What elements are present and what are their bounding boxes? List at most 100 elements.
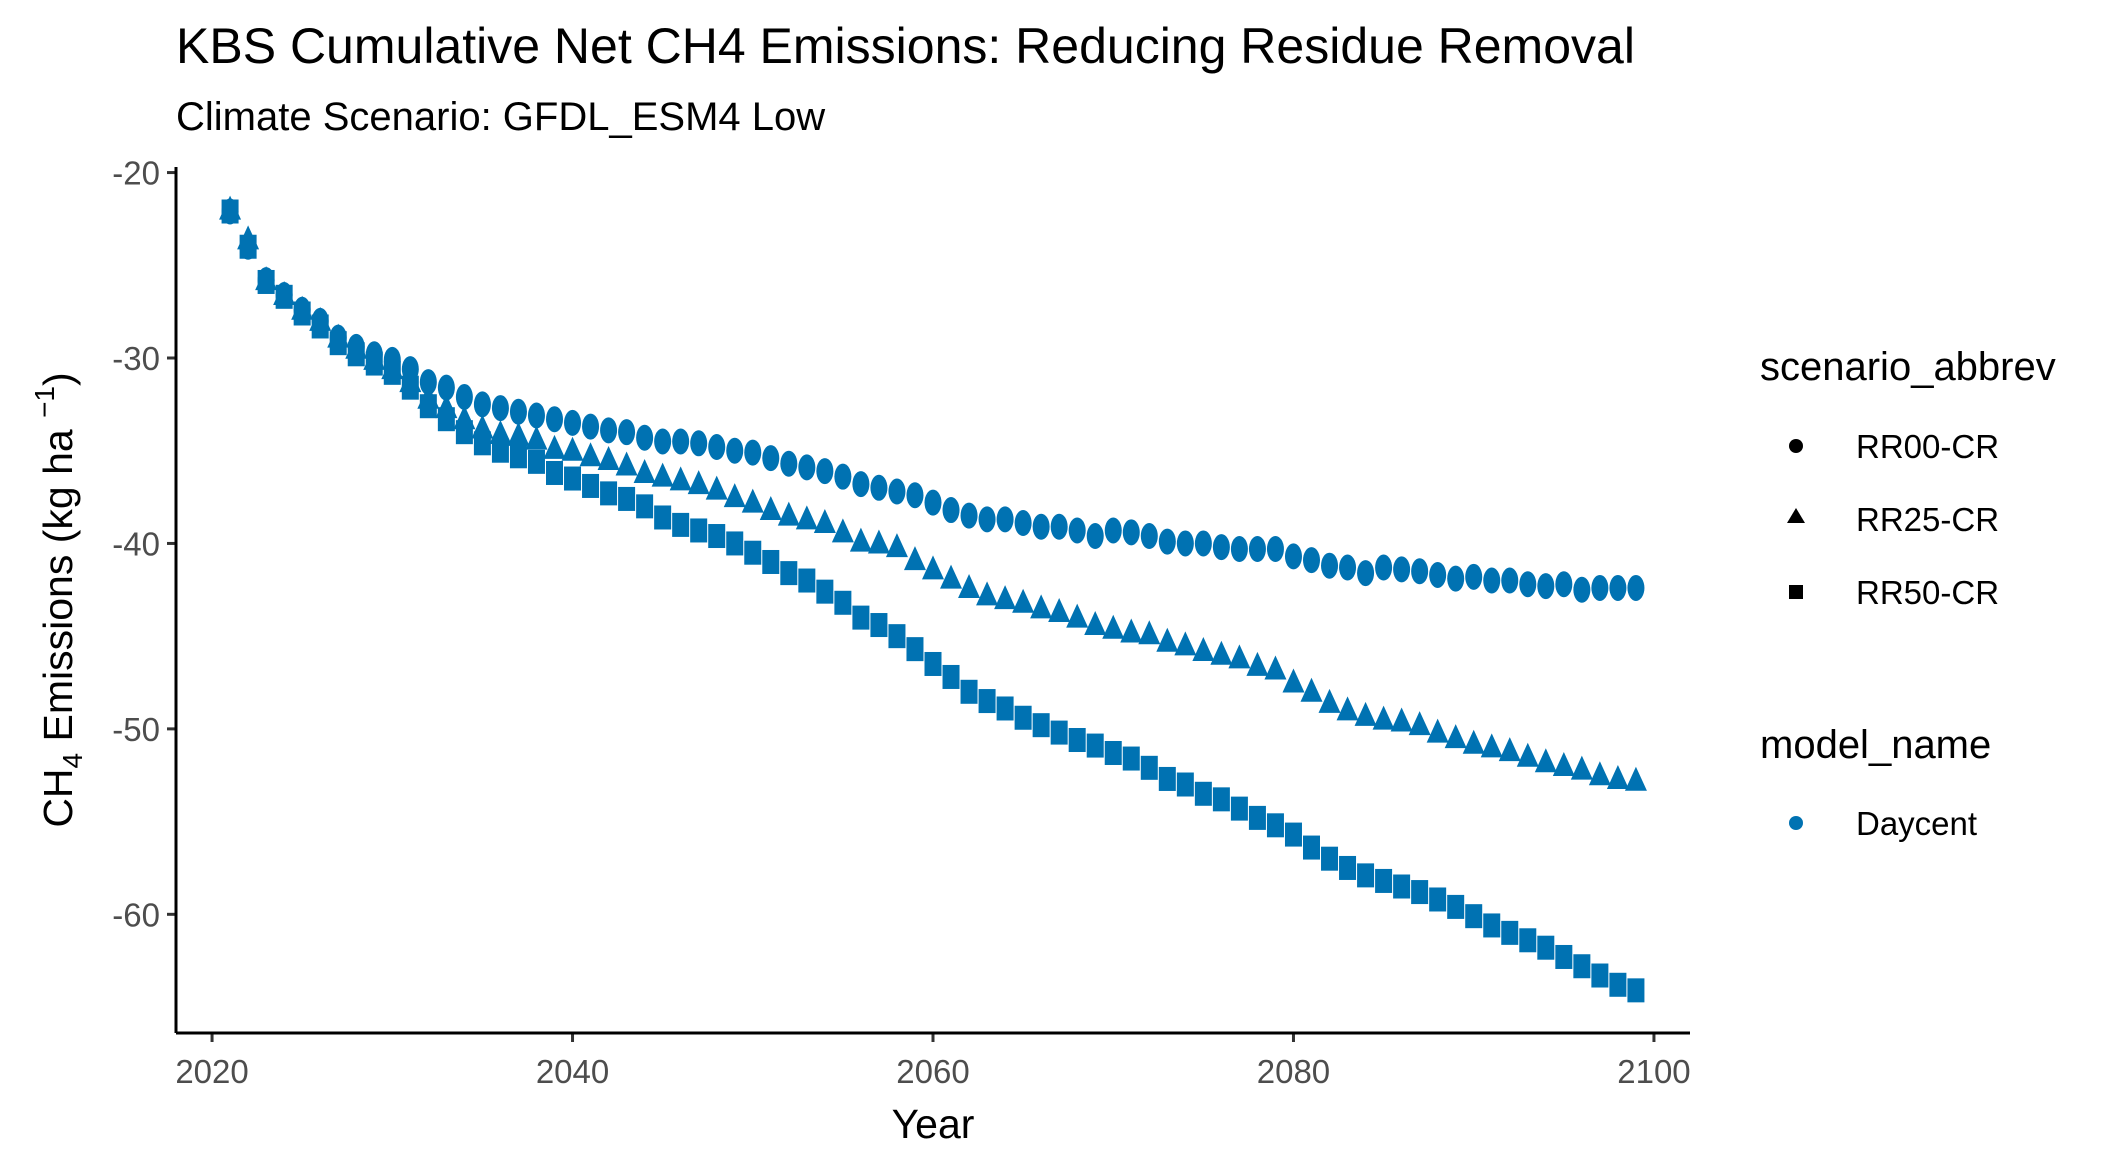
legend-label-rr25: RR25-CR [1856, 501, 1999, 538]
point-rr50-cr [1266, 813, 1284, 838]
point-rr50-cr [1321, 846, 1339, 871]
x-tick-label: 2080 [1257, 1053, 1330, 1090]
point-rr25-cr [1534, 748, 1557, 773]
legend-title-shape: scenario_abbrev [1760, 345, 2056, 389]
point-rr25-cr [1138, 620, 1161, 645]
point-rr50-cr [816, 579, 834, 604]
point-rr50-cr [1627, 978, 1645, 1003]
point-rr50-cr [1447, 894, 1465, 919]
point-rr25-cr [1444, 724, 1467, 749]
point-rr00-cr [564, 409, 582, 436]
point-rr25-cr [1300, 677, 1323, 702]
y-axis-ticks: -20 -30 -40 -50 -60 [112, 155, 176, 933]
point-rr00-cr [672, 428, 690, 455]
point-rr25-cr [976, 581, 999, 606]
point-rr00-cr [960, 502, 978, 529]
point-rr50-cr [365, 351, 383, 376]
point-rr50-cr [419, 394, 437, 419]
point-rr50-cr [1050, 720, 1068, 745]
point-rr50-cr [924, 651, 942, 676]
point-rr00-cr [636, 424, 654, 451]
point-rr50-cr [1573, 954, 1591, 979]
point-rr50-cr [564, 466, 582, 491]
point-rr25-cr [903, 546, 926, 571]
point-rr25-cr [1624, 766, 1647, 791]
point-rr25-cr [651, 462, 674, 487]
point-rr50-cr [527, 449, 545, 474]
point-rr25-cr [1030, 594, 1053, 619]
point-rr50-cr [1104, 740, 1122, 765]
point-rr25-cr [831, 518, 854, 543]
point-rr50-cr [311, 314, 329, 339]
point-rr50-cr [1158, 766, 1176, 791]
point-rr25-cr [1192, 636, 1215, 661]
point-rr00-cr [546, 406, 563, 433]
legend-label-rr00: RR00-CR [1856, 428, 1999, 465]
point-rr00-cr [437, 374, 455, 401]
point-rr50-cr [546, 460, 563, 485]
point-rr50-cr [275, 284, 293, 309]
point-rr25-cr [1408, 711, 1431, 736]
point-rr50-cr [618, 486, 636, 511]
point-rr00-cr [1411, 558, 1429, 585]
x-axis-ticks: 2020 2040 2060 2080 2100 [175, 1033, 1691, 1090]
point-rr00-cr [924, 489, 942, 516]
point-rr00-cr [509, 398, 527, 425]
point-rr50-cr [383, 360, 401, 385]
point-rr00-cr [582, 413, 600, 440]
point-rr25-cr [867, 529, 890, 554]
point-rr00-cr [618, 419, 636, 446]
point-rr00-cr [690, 430, 708, 457]
point-rr00-cr [1339, 554, 1357, 581]
point-rr00-cr [1375, 554, 1393, 581]
point-rr50-cr [1339, 855, 1357, 880]
point-rr00-cr [1627, 574, 1645, 601]
point-rr50-cr [509, 444, 527, 469]
point-rr00-cr [1465, 563, 1483, 590]
point-rr25-cr [1606, 764, 1629, 789]
point-rr25-cr [1066, 603, 1089, 628]
point-rr50-cr [257, 269, 275, 294]
point-rr50-cr [293, 301, 311, 326]
point-rr25-cr [1012, 588, 1035, 613]
point-rr00-cr [978, 506, 996, 533]
point-rr50-cr [1086, 733, 1104, 758]
point-rr00-cr [1122, 519, 1140, 546]
point-rr50-cr [798, 568, 816, 593]
point-rr00-cr [473, 391, 491, 418]
point-rr25-cr [687, 470, 710, 495]
point-rr50-cr [834, 590, 852, 615]
point-rr25-cr [525, 425, 548, 450]
point-rr00-cr [1555, 571, 1573, 598]
point-rr00-cr [834, 463, 852, 490]
point-rr25-cr [1462, 729, 1485, 754]
point-rr50-cr [636, 494, 654, 519]
point-rr25-cr [1102, 614, 1125, 639]
legend-key-daycent [1789, 816, 1803, 830]
point-rr25-cr [759, 496, 782, 521]
legend-key-triangle [1787, 508, 1805, 523]
point-rr00-cr [1501, 567, 1519, 594]
point-rr00-cr [1537, 573, 1555, 600]
point-rr00-cr [1284, 543, 1302, 570]
point-rr50-cr [978, 689, 996, 714]
point-rr00-cr [942, 497, 960, 524]
point-rr50-cr [762, 549, 780, 574]
point-rr00-cr [527, 402, 545, 429]
point-rr00-cr [798, 454, 816, 481]
point-rr00-cr [762, 445, 780, 472]
chart-title: KBS Cumulative Net CH4 Emissions: Reduci… [176, 18, 1635, 74]
point-rr25-cr [1210, 640, 1233, 665]
point-rr25-cr [741, 488, 764, 513]
point-rr25-cr [777, 501, 800, 526]
point-rr50-cr [1609, 972, 1627, 997]
point-rr50-cr [491, 438, 509, 463]
point-rr00-cr [726, 437, 744, 464]
point-rr00-cr [1248, 536, 1266, 563]
point-rr00-cr [1483, 567, 1501, 594]
point-rr25-cr [507, 421, 530, 446]
point-rr00-cr [852, 471, 870, 498]
y-tick-label: -30 [112, 340, 160, 377]
legend-key-square [1789, 585, 1803, 599]
